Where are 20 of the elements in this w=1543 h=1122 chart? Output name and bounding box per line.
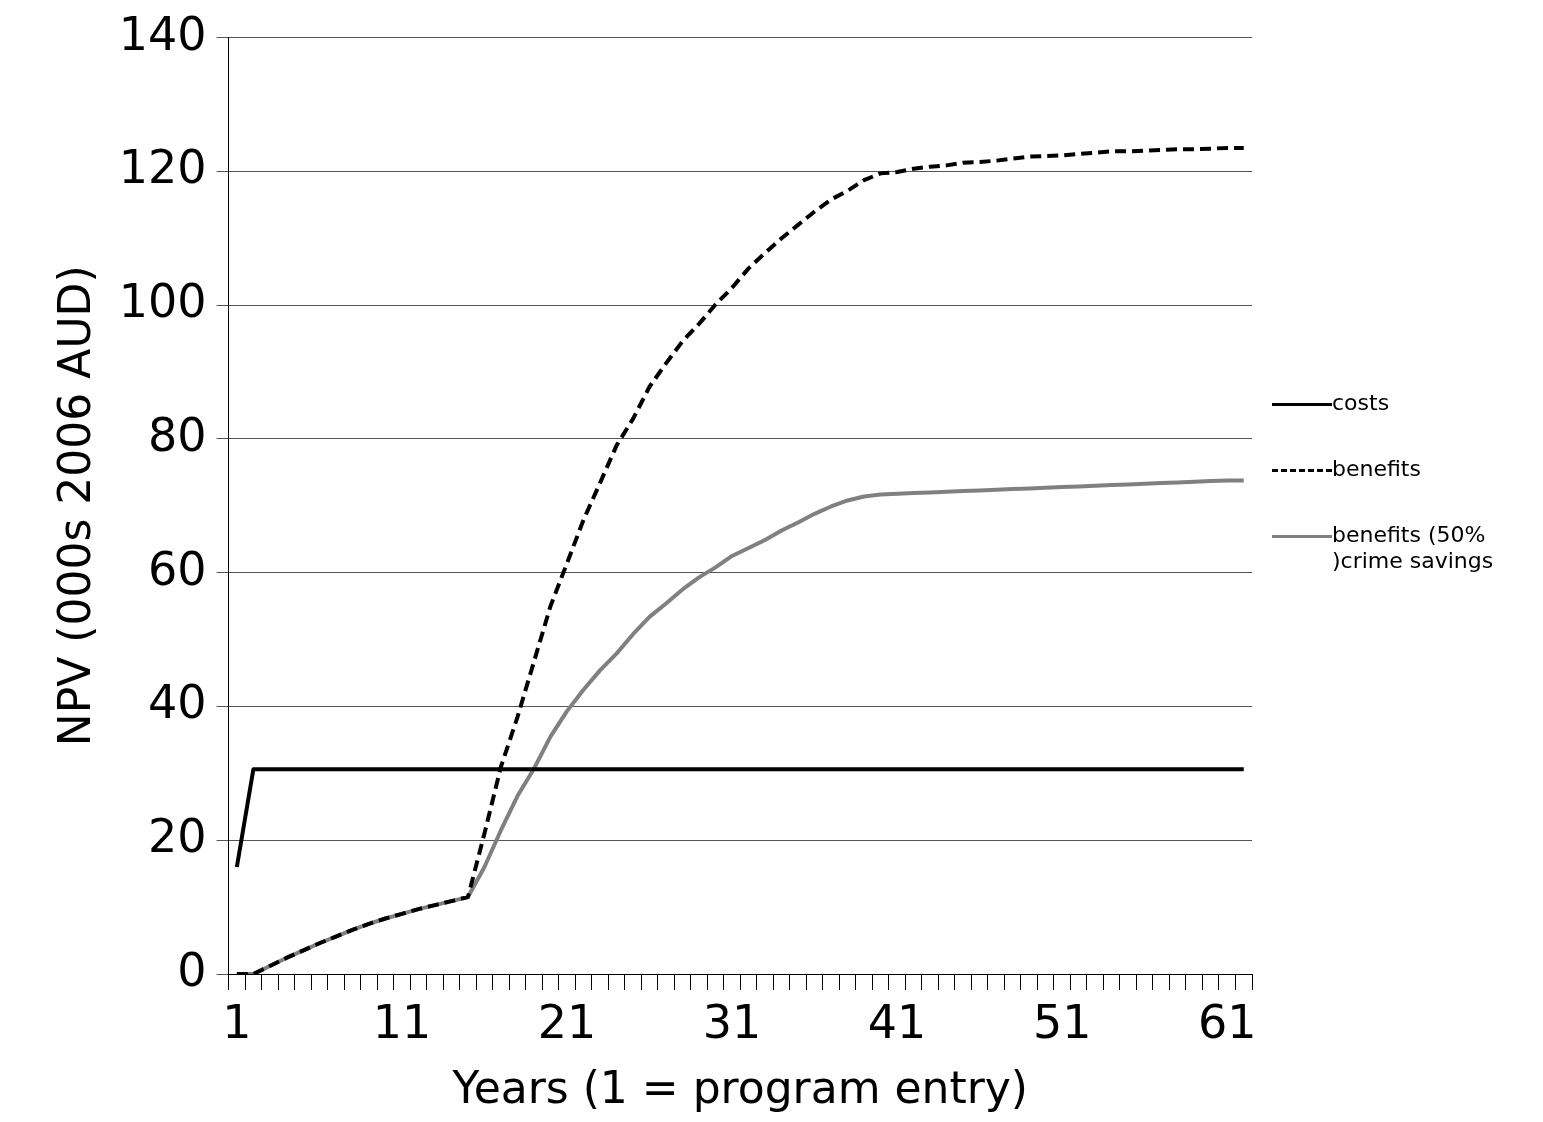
legend-label: costs (1332, 390, 1391, 416)
y-tick-label: 120 (118, 140, 207, 195)
y-tick-label: 80 (148, 407, 207, 462)
y-tick-label: 20 (148, 809, 207, 864)
legend-label: benefits (50% )crime savings (1332, 522, 1495, 574)
y-tick-label: 140 (118, 6, 207, 61)
x-tick-label: 51 (1032, 994, 1092, 1049)
x-tick-label: 31 (702, 994, 762, 1049)
x-tick-label: 61 (1197, 994, 1257, 1049)
y-tick-label: 100 (118, 274, 207, 329)
y-axis-title: NPV (000s 2006 AUD) (48, 265, 100, 747)
y-tick-label: 0 (177, 942, 207, 997)
x-tick-label: 1 (222, 994, 252, 1049)
x-tick-label: 11 (372, 994, 432, 1049)
y-tick-label: 40 (148, 675, 207, 730)
x-axis-title: Years (1 = program entry) (451, 1062, 1028, 1114)
legend-label: benefits (1332, 456, 1422, 482)
x-tick-label: 41 (867, 994, 927, 1049)
y-tick-label: 60 (148, 541, 207, 596)
x-tick-label: 21 (537, 994, 597, 1049)
